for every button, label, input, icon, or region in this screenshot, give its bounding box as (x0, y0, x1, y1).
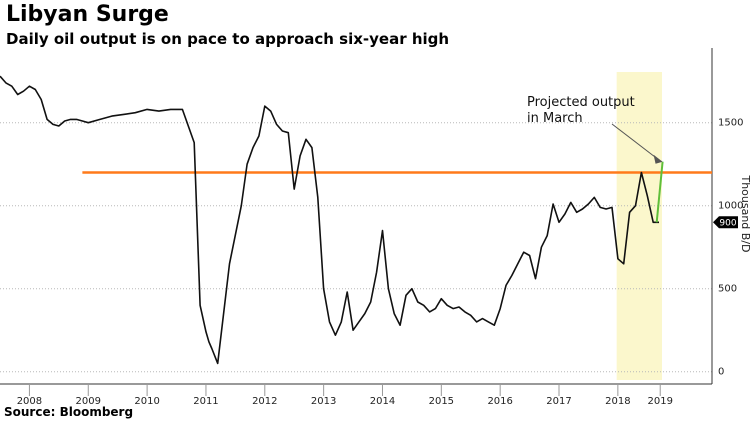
x-tick-label: 2016 (487, 396, 512, 407)
y-tick-label: 1500 (718, 118, 743, 129)
highlight-band (616, 72, 662, 380)
x-tick-label: 2015 (429, 396, 454, 407)
x-tick-label: 2013 (311, 396, 336, 407)
chart-title: Libyan Surge (6, 2, 169, 27)
x-tick-label: 2011 (193, 396, 218, 407)
x-tick-label: 2009 (76, 396, 101, 407)
last-value-badge-text: 900 (719, 218, 736, 228)
last-value-badge (713, 216, 738, 229)
x-tick-label: 2019 (647, 396, 672, 407)
annotation-arrowhead (653, 154, 663, 164)
chart-subtitle: Daily oil output is on pace to approach … (6, 30, 450, 48)
x-tick-label: 2017 (546, 396, 571, 407)
x-tick-label: 2010 (134, 396, 159, 407)
x-tick-label: 2008 (17, 396, 42, 407)
y-tick-label: 1000 (718, 201, 743, 212)
source-note: Source: Bloomberg (4, 405, 134, 419)
projected-series-line (655, 161, 664, 223)
y-tick-label: 500 (718, 284, 737, 295)
y-axis-label: Thousand B/D (739, 174, 750, 252)
output-series-line (0, 75, 659, 365)
annotation-arrow (611, 123, 659, 161)
annotation-text: Projected output (527, 95, 635, 110)
x-tick-label: 2012 (252, 396, 277, 407)
annotation-text: in March (527, 111, 583, 126)
y-tick-label: 0 (718, 367, 724, 378)
x-tick-label: 2018 (605, 396, 630, 407)
x-tick-label: 2014 (370, 396, 395, 407)
